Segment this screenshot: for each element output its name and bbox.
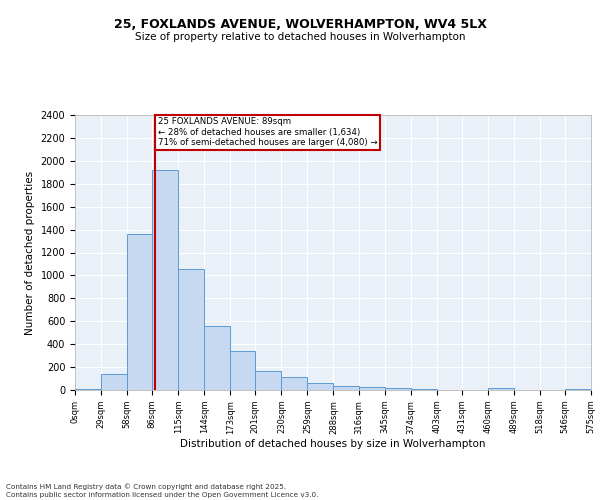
Text: Contains HM Land Registry data © Crown copyright and database right 2025.
Contai: Contains HM Land Registry data © Crown c… [6,484,319,498]
Bar [488,388,514,390]
Bar [281,378,307,390]
X-axis label: Distribution of detached houses by size in Wolverhampton: Distribution of detached houses by size … [180,439,486,449]
Bar [178,268,204,390]
Bar [230,351,256,390]
Bar [256,370,281,390]
Bar [334,386,359,390]
Bar [101,374,127,390]
Bar [152,170,178,390]
Text: 25, FOXLANDS AVENUE, WOLVERHAMPTON, WV4 5LX: 25, FOXLANDS AVENUE, WOLVERHAMPTON, WV4 … [113,18,487,30]
Bar [204,326,230,390]
Bar [127,234,152,390]
Bar [385,388,410,390]
Bar [359,387,385,390]
Bar [75,389,101,390]
Y-axis label: Number of detached properties: Number of detached properties [25,170,35,334]
Bar [307,382,334,390]
Text: 25 FOXLANDS AVENUE: 89sqm
← 28% of detached houses are smaller (1,634)
71% of se: 25 FOXLANDS AVENUE: 89sqm ← 28% of detac… [158,118,377,147]
Text: Size of property relative to detached houses in Wolverhampton: Size of property relative to detached ho… [135,32,465,42]
